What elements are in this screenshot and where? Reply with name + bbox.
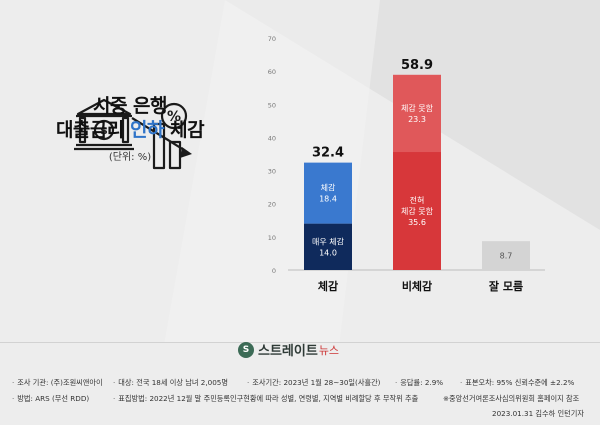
footer-item: · 대상: 전국 18세 이상 남녀 2,005명	[113, 378, 228, 387]
bar-segment	[304, 223, 352, 270]
bar-segment	[393, 74, 441, 153]
category-label: 잘 모름	[489, 280, 523, 293]
footer-item: · 표집방법: 2022년 12월 말 주민등록인구현황에 따라 성별, 연령별,…	[113, 394, 419, 403]
y-tick-label: 30	[268, 168, 276, 176]
y-tick-label: 20	[268, 201, 276, 209]
title-block: 시중 은행 대출금리 인하 체감 (단위: %)	[30, 94, 230, 163]
svg-text:$: $	[100, 124, 108, 137]
bank-icon: $ %	[74, 98, 192, 170]
bar-segment	[304, 162, 352, 224]
data-label: 매우 체감	[312, 236, 345, 246]
category-label: 비체감	[402, 279, 432, 293]
title-line-2: 대출금리 인하 체감	[30, 118, 230, 142]
y-tick-label: 50	[268, 101, 276, 109]
footer-note: ※중앙선거여론조사심의위원회 홈페이지 참조	[443, 394, 580, 403]
data-label: 18.4	[319, 195, 337, 204]
data-label: 체감 못함	[401, 206, 434, 216]
footer-item: · 조사 기관: (주)조원씨앤아이	[12, 378, 103, 387]
footer-item: · 방법: ARS (무선 RDD)	[12, 394, 90, 403]
y-tick-label: 0	[272, 267, 276, 275]
logo-sub: 뉴스	[318, 343, 340, 357]
y-tick-label: 70	[268, 35, 276, 43]
data-label: 체감	[321, 183, 336, 193]
footer-item: · 응답률: 2.9%	[395, 378, 444, 387]
y-tick-label: 40	[268, 134, 276, 142]
logo-icon: S	[238, 341, 254, 358]
footer-item: · 표본오차: 95% 신뢰수준에 ±2.2%	[460, 378, 575, 387]
y-tick-label: 60	[268, 68, 276, 76]
total-label: 32.4	[312, 146, 344, 161]
unit-label: (단위: %)	[108, 152, 152, 163]
data-label: 체감 못함	[401, 103, 434, 113]
category-label: 체감	[318, 279, 338, 293]
total-label: 58.9	[401, 58, 433, 73]
footer	[0, 342, 600, 425]
footer-item: · 조사기간: 2023년 1월 28~30일(사흘간)	[247, 378, 381, 387]
data-label: 8.7	[500, 252, 513, 261]
data-label: 23.3	[408, 115, 426, 124]
data-label: 35.6	[408, 218, 426, 227]
y-tick-label: 10	[268, 234, 276, 242]
svg-text:%: %	[167, 109, 181, 125]
title-line-2c: 체감	[163, 119, 205, 141]
title-line-1: 시중 은행	[92, 95, 168, 117]
logo: S 스트레이트 뉴스	[238, 340, 339, 359]
title-highlight: 인하	[130, 119, 164, 141]
bar-segment	[393, 152, 441, 270]
data-label: 전혀	[410, 195, 425, 205]
footer-credit: 2023.01.31 김수하 인턴기자	[492, 409, 585, 418]
logo-main: 스트레이트	[258, 344, 318, 359]
data-label: 14.0	[319, 248, 337, 257]
title-line-2a: 대출금리	[55, 119, 130, 141]
bar-segment	[482, 241, 530, 270]
